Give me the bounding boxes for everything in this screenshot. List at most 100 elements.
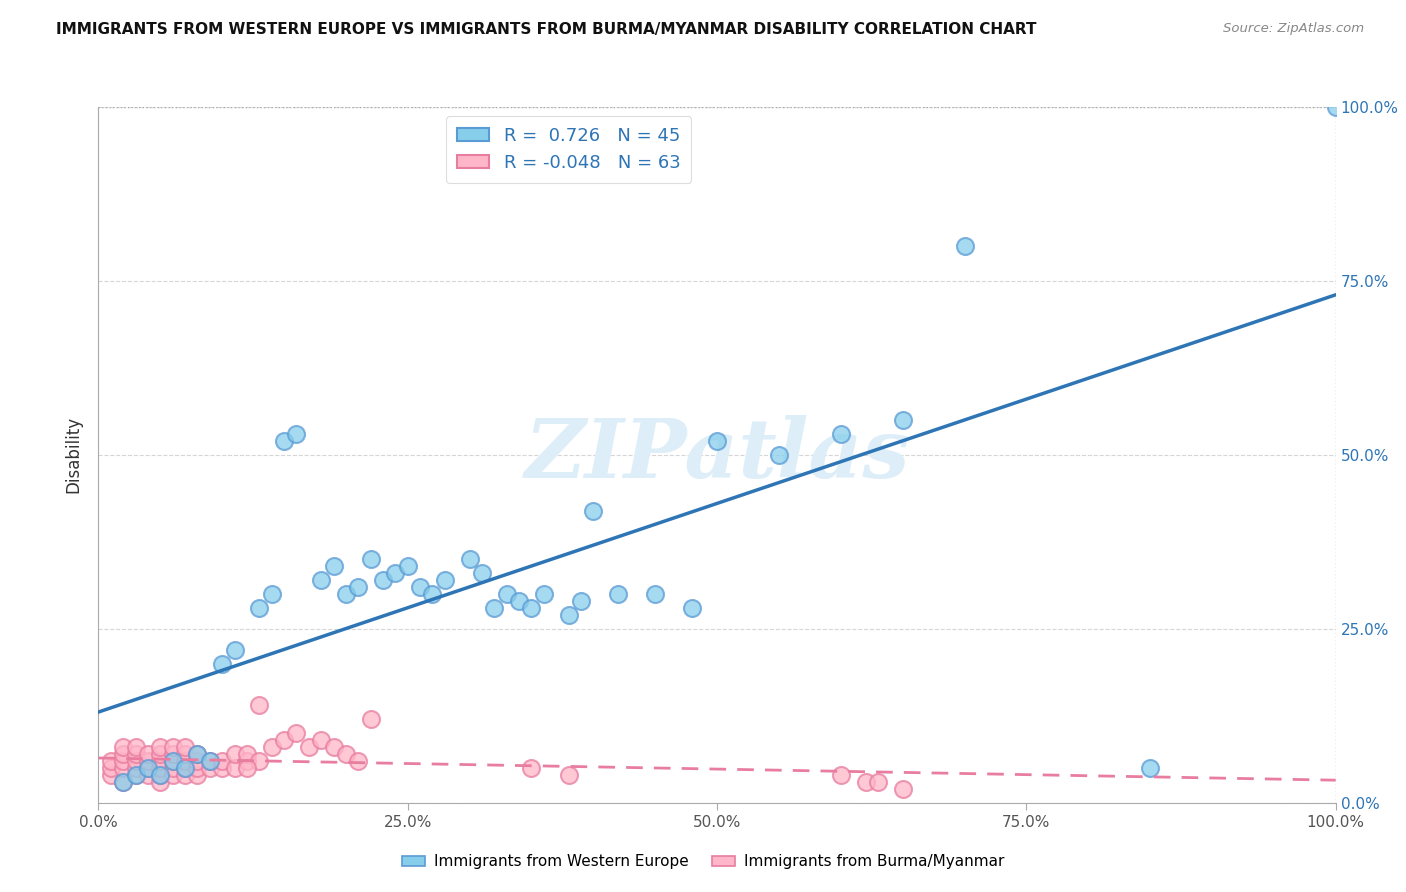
Point xyxy=(162,768,184,782)
Point xyxy=(1324,100,1347,114)
Point xyxy=(100,761,122,775)
Point xyxy=(112,740,135,755)
Point xyxy=(260,740,283,755)
Point xyxy=(891,413,914,427)
Point xyxy=(149,740,172,755)
Point xyxy=(422,587,444,601)
Point xyxy=(174,768,197,782)
Point xyxy=(1139,761,1161,775)
Point xyxy=(224,642,246,657)
Point xyxy=(136,768,159,782)
Point xyxy=(309,733,332,747)
Point xyxy=(124,768,146,782)
Point xyxy=(136,761,159,775)
Point xyxy=(198,761,221,775)
Point xyxy=(124,754,146,768)
Point xyxy=(335,587,357,601)
Point xyxy=(891,781,914,796)
Point xyxy=(471,566,494,581)
Point xyxy=(520,601,543,615)
Point xyxy=(112,754,135,768)
Point xyxy=(186,754,208,768)
Point xyxy=(149,768,172,782)
Point xyxy=(247,601,270,615)
Point xyxy=(533,587,555,601)
Point xyxy=(582,503,605,517)
Legend: Immigrants from Western Europe, Immigrants from Burma/Myanmar: Immigrants from Western Europe, Immigran… xyxy=(395,848,1011,875)
Point xyxy=(371,573,394,587)
Point xyxy=(224,747,246,761)
Point xyxy=(247,754,270,768)
Point xyxy=(384,566,406,581)
Point xyxy=(322,559,344,574)
Point xyxy=(174,754,197,768)
Point xyxy=(124,768,146,782)
Point xyxy=(162,740,184,755)
Point xyxy=(186,768,208,782)
Point xyxy=(520,761,543,775)
Point xyxy=(174,761,197,775)
Point xyxy=(495,587,517,601)
Point xyxy=(162,754,184,768)
Point xyxy=(409,580,432,594)
Legend: R =  0.726   N = 45, R = -0.048   N = 63: R = 0.726 N = 45, R = -0.048 N = 63 xyxy=(446,116,692,183)
Point xyxy=(198,754,221,768)
Point xyxy=(124,747,146,761)
Point xyxy=(149,747,172,761)
Point xyxy=(112,747,135,761)
Point xyxy=(100,754,122,768)
Point xyxy=(508,594,530,608)
Point xyxy=(681,601,703,615)
Point xyxy=(149,754,172,768)
Point xyxy=(830,768,852,782)
Point xyxy=(335,747,357,761)
Point xyxy=(396,559,419,574)
Point xyxy=(484,601,506,615)
Point xyxy=(162,754,184,768)
Point xyxy=(100,768,122,782)
Point xyxy=(557,768,579,782)
Point xyxy=(186,747,208,761)
Text: Source: ZipAtlas.com: Source: ZipAtlas.com xyxy=(1223,22,1364,36)
Point xyxy=(224,761,246,775)
Point xyxy=(124,761,146,775)
Point xyxy=(953,239,976,253)
Point xyxy=(607,587,630,601)
Point xyxy=(285,427,308,442)
Point xyxy=(458,552,481,566)
Point xyxy=(112,761,135,775)
Point xyxy=(298,740,321,755)
Point xyxy=(644,587,666,601)
Point xyxy=(136,747,159,761)
Point xyxy=(162,747,184,761)
Point xyxy=(260,587,283,601)
Point xyxy=(186,747,208,761)
Point xyxy=(149,761,172,775)
Point xyxy=(162,761,184,775)
Point xyxy=(124,740,146,755)
Point xyxy=(136,761,159,775)
Point xyxy=(830,427,852,442)
Y-axis label: Disability: Disability xyxy=(65,417,83,493)
Point xyxy=(174,747,197,761)
Point xyxy=(706,434,728,448)
Point xyxy=(174,740,197,755)
Point xyxy=(360,712,382,726)
Point xyxy=(347,580,370,594)
Point xyxy=(211,657,233,671)
Point xyxy=(186,761,208,775)
Point xyxy=(347,754,370,768)
Point xyxy=(557,607,579,622)
Point xyxy=(198,754,221,768)
Point xyxy=(247,698,270,713)
Point xyxy=(112,775,135,789)
Point xyxy=(136,754,159,768)
Point xyxy=(149,775,172,789)
Point xyxy=(211,754,233,768)
Point xyxy=(112,775,135,789)
Text: ZIPatlas: ZIPatlas xyxy=(524,415,910,495)
Point xyxy=(236,761,259,775)
Point xyxy=(569,594,592,608)
Point xyxy=(236,747,259,761)
Point xyxy=(768,448,790,462)
